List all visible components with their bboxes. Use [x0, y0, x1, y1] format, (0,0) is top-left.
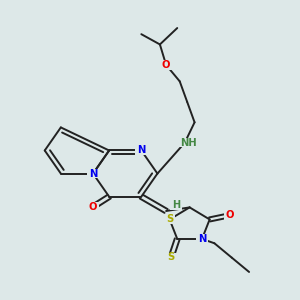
FancyBboxPatch shape: [87, 169, 99, 178]
FancyBboxPatch shape: [170, 202, 182, 210]
FancyBboxPatch shape: [160, 60, 172, 70]
Text: S: S: [166, 214, 173, 224]
FancyBboxPatch shape: [224, 211, 235, 220]
Text: NH: NH: [180, 138, 197, 148]
FancyBboxPatch shape: [178, 138, 198, 147]
Text: N: N: [89, 169, 97, 178]
Text: O: O: [89, 202, 97, 212]
Text: O: O: [162, 60, 170, 70]
FancyBboxPatch shape: [87, 202, 99, 212]
Text: H: H: [172, 200, 180, 210]
Text: O: O: [225, 210, 234, 220]
Text: N: N: [198, 234, 206, 244]
FancyBboxPatch shape: [164, 215, 175, 224]
Text: S: S: [167, 252, 175, 262]
Text: N: N: [137, 146, 146, 155]
FancyBboxPatch shape: [166, 253, 177, 262]
FancyBboxPatch shape: [135, 146, 148, 155]
FancyBboxPatch shape: [196, 234, 208, 244]
